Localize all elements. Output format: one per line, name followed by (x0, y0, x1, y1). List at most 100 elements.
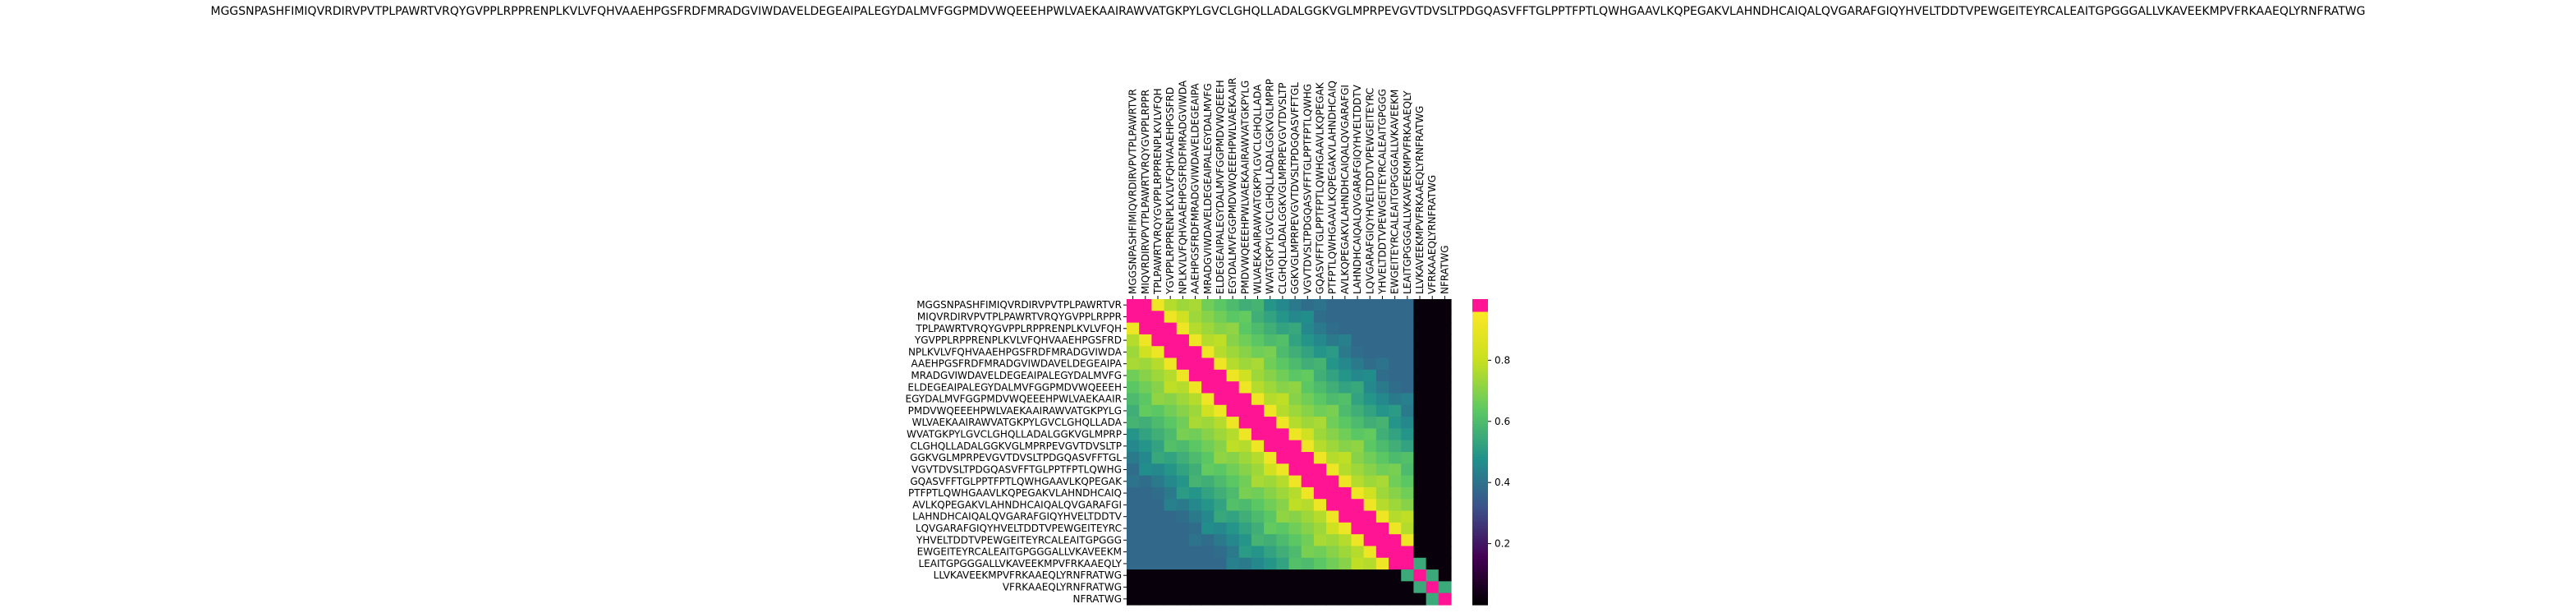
colorbar-segment (1472, 304, 1488, 307)
colorbar-segment (1472, 401, 1488, 404)
heatmap-cell (1413, 569, 1427, 582)
heatmap-cell (1251, 381, 1265, 394)
colorbar-segment (1472, 449, 1488, 453)
colorbar-segment (1472, 462, 1488, 466)
heatmap-cell (1413, 499, 1427, 512)
colorbar-segment (1472, 398, 1488, 402)
heatmap-cell (1276, 428, 1290, 441)
heatmap-cell (1214, 299, 1228, 311)
heatmap-cell (1413, 381, 1427, 394)
colorbar-segment (1472, 474, 1488, 478)
heatmap-cell (1363, 534, 1377, 547)
heatmap-cell (1426, 334, 1440, 347)
heatmap-cell (1238, 463, 1252, 477)
heatmap-cell (1326, 417, 1339, 429)
heatmap-cell (1176, 381, 1190, 394)
heatmap-cell (1176, 299, 1190, 311)
heatmap-cell (1339, 592, 1352, 606)
heatmap-cell (1176, 346, 1190, 359)
heatmap-cell (1264, 346, 1277, 359)
colorbar-segment (1472, 536, 1488, 539)
heatmap-cell (1127, 299, 1140, 311)
heatmap-cell (1363, 486, 1377, 500)
heatmap-cell (1276, 475, 1290, 488)
heatmap-cell (1401, 534, 1415, 547)
heatmap-cell (1339, 581, 1352, 594)
y-tick-label: WLVAEKAAIRAWVATGKPYLGVCLGHQLLADA (912, 417, 1123, 428)
colorbar-segment (1472, 416, 1488, 420)
heatmap-cell (1176, 475, 1190, 488)
heatmap-cell (1351, 499, 1365, 512)
heatmap-cell (1426, 417, 1440, 429)
colorbar-segment (1472, 518, 1488, 522)
heatmap-cell (1438, 569, 1452, 582)
heatmap-cell (1288, 357, 1302, 371)
heatmap-cell (1264, 522, 1277, 535)
heatmap-cell (1201, 475, 1215, 488)
heatmap-cell (1164, 534, 1178, 547)
heatmap-cell (1401, 369, 1415, 382)
heatmap-cell (1375, 499, 1389, 512)
heatmap-cell (1351, 299, 1365, 311)
heatmap-cell (1375, 428, 1389, 441)
heatmap-cell (1389, 581, 1402, 594)
heatmap-cell (1426, 381, 1440, 394)
heatmap-cell (1288, 334, 1302, 347)
heatmap-cell (1188, 592, 1202, 606)
heatmap-cell (1313, 404, 1327, 417)
colorbar-segment (1472, 426, 1488, 430)
colorbar-segment (1472, 302, 1488, 305)
heatmap-cell (1176, 486, 1190, 500)
heatmap-cell (1164, 404, 1178, 417)
heatmap-cell (1401, 299, 1415, 311)
heatmap-cell (1301, 569, 1315, 582)
heatmap-cell (1413, 522, 1427, 535)
heatmap-cell (1389, 322, 1402, 335)
heatmap-cell (1139, 569, 1152, 582)
colorbar-segment (1472, 477, 1488, 481)
heatmap-cell (1188, 404, 1202, 417)
heatmap-cell (1164, 510, 1178, 523)
heatmap-cell (1339, 499, 1352, 512)
heatmap-cell (1401, 404, 1415, 417)
heatmap-cell (1375, 569, 1389, 582)
colorbar-segment (1472, 541, 1488, 545)
heatmap-cell (1326, 522, 1339, 535)
heatmap-cell (1339, 299, 1352, 311)
heatmap-cell (1264, 557, 1277, 570)
heatmap-cell (1288, 417, 1302, 429)
heatmap-cell (1401, 510, 1415, 523)
heatmap-cell (1127, 440, 1140, 453)
x-tick-label: MRADGVIWDAVELDEGEAIPALEGYDALMVFG (1202, 83, 1214, 294)
heatmap-cell (1438, 322, 1452, 335)
heatmap-cell (1288, 440, 1302, 453)
colorbar-segment (1472, 327, 1488, 330)
heatmap-cell (1326, 475, 1339, 488)
heatmap-cell (1264, 417, 1277, 429)
heatmap-cell (1339, 557, 1352, 570)
heatmap-cell (1363, 440, 1377, 453)
heatmap-cell (1389, 569, 1402, 582)
heatmap-cell (1164, 311, 1178, 324)
colorbar-segment (1472, 531, 1488, 534)
colorbar: 0.2 0.4 0.6 0.8 (1472, 299, 1510, 606)
colorbar-segment (1472, 344, 1488, 348)
heatmap-cell (1139, 440, 1152, 453)
heatmap-cell (1438, 510, 1452, 523)
heatmap-cell (1276, 557, 1290, 570)
heatmap-cell (1164, 381, 1178, 394)
x-tick-label: GGKVGLMPRPEVGVTDVSLTPDGQASVFFTGL (1289, 82, 1301, 294)
heatmap-cell (1264, 510, 1277, 523)
heatmap-cell (1375, 322, 1389, 335)
colorbar-segment (1472, 587, 1488, 590)
heatmap-cell (1438, 393, 1452, 406)
colorbar-segment (1472, 599, 1488, 603)
heatmap-cell (1313, 428, 1327, 441)
heatmap-cell (1251, 522, 1265, 535)
colorbar-segment (1472, 332, 1488, 335)
heatmap-cell (1176, 369, 1190, 382)
heatmap-cell (1201, 417, 1215, 429)
heatmap-cell (1301, 510, 1315, 523)
heatmap-cell (1326, 510, 1339, 523)
heatmap-cell (1276, 522, 1290, 535)
